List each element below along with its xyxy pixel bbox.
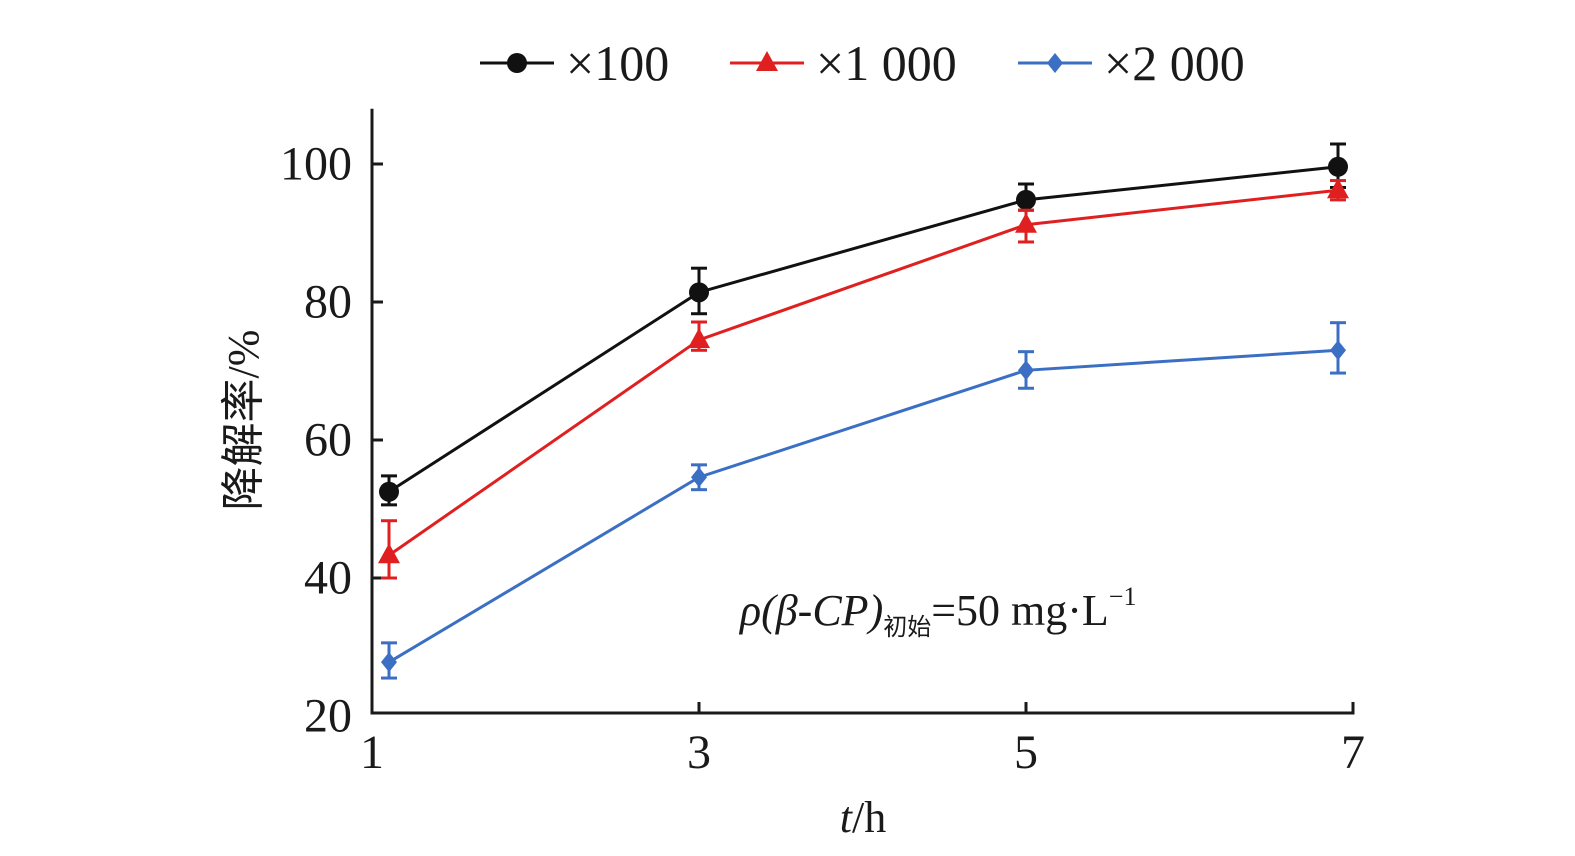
annotation-subscript: 初始: [883, 613, 931, 641]
x-tick-label: 3: [687, 726, 711, 779]
data-point: [1327, 178, 1349, 199]
y-tick-label: 100: [280, 138, 352, 191]
x-axis-title-unit: /h: [852, 793, 886, 842]
concentration-annotation: ρ(β-CP)初始=50 mg·L−1: [738, 582, 1136, 641]
legend-item-2: ×1 000: [730, 35, 957, 91]
y-tick-label: 60: [304, 414, 352, 467]
x-tick-label: 7: [1341, 726, 1365, 779]
legend-marker: [1047, 53, 1063, 73]
y-ticks: 20 40 60 80 100: [280, 138, 383, 743]
legend-label: ×1 000: [816, 35, 957, 91]
data-point: [688, 327, 710, 348]
y-tick-label: 80: [304, 276, 352, 329]
legend-item-1: ×100: [480, 35, 669, 91]
series-3: [381, 321, 1346, 680]
annotation-main: ρ(β-CP): [738, 586, 883, 635]
data-point: [1330, 340, 1346, 361]
annotation-superscript: −1: [1109, 582, 1137, 611]
axes: [370, 108, 1355, 715]
data-point: [689, 282, 709, 303]
x-tick-label: 5: [1014, 726, 1038, 779]
series-line: [388, 348, 1339, 664]
series-2: [378, 178, 1349, 580]
x-ticks: 1 3 5 7: [360, 702, 1365, 779]
annotation-rest: =50 mg·L: [931, 586, 1109, 635]
data-point: [379, 481, 399, 502]
data-point: [1018, 360, 1034, 381]
legend-label: ×2 000: [1104, 35, 1245, 91]
data-point: [691, 467, 707, 488]
data-point: [1016, 189, 1036, 210]
x-axis-title-variable: t: [840, 793, 854, 842]
y-axis-title: 降解率/%: [219, 330, 268, 511]
legend-marker: [507, 53, 527, 73]
x-tick-label: 1: [360, 726, 384, 779]
series-1: [379, 142, 1348, 507]
legend-label: ×100: [566, 35, 669, 91]
data-point: [381, 652, 397, 673]
data-point: [378, 543, 400, 564]
data-point: [1328, 156, 1348, 177]
series-line: [388, 165, 1339, 494]
legend-item-3: ×2 000: [1018, 35, 1245, 91]
legend: ×100 ×1 000 ×2 000: [480, 35, 1245, 91]
series-line: [388, 188, 1339, 557]
legend-marker: [756, 51, 778, 71]
data-point: [1015, 212, 1037, 233]
x-axis-title: t/h: [840, 793, 886, 842]
y-tick-label: 40: [304, 552, 352, 605]
y-tick-label: 20: [304, 690, 352, 743]
series-group: [378, 142, 1349, 680]
